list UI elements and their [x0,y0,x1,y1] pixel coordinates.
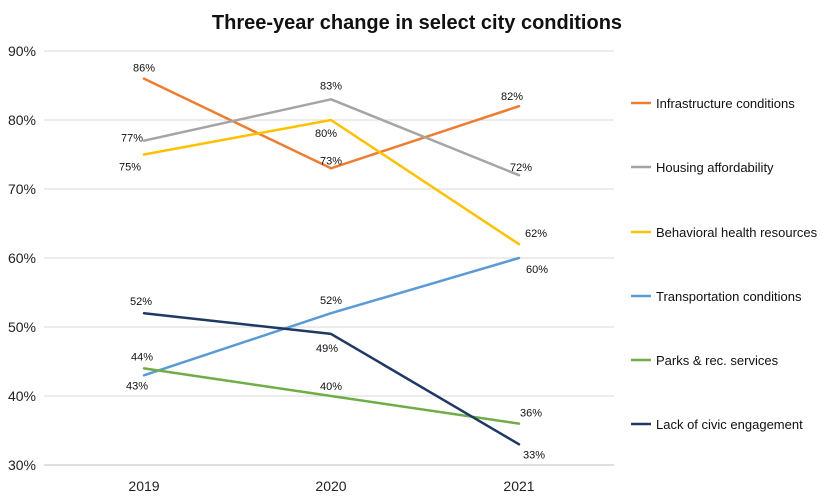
data-label: 75% [119,162,141,174]
legend-entry: Parks & rec. services [656,353,779,368]
gridlines [44,50,614,466]
y-tick-label: 40% [8,388,36,404]
data-label: 82% [501,91,523,103]
legend-entry: Behavioral health resources [656,225,818,240]
y-tick-label: 90% [8,43,36,59]
series-line [142,256,521,377]
data-label: 36% [520,408,542,420]
y-tick-label: 70% [8,181,36,197]
data-label: 73% [320,155,342,167]
chart-title: Three-year change in select city conditi… [212,12,622,34]
data-label: 43% [126,380,148,392]
data-label: 86% [133,63,155,75]
data-label: 44% [131,351,153,363]
x-tick-label: 2020 [315,478,346,494]
data-label: 60% [526,264,548,276]
legend: Infrastructure conditions Housing afforda… [631,96,818,432]
axes: 30% 40% 50% 60% 70% 80% 90% 2019 2020 2021 [8,43,535,494]
series-line [142,77,521,170]
series-line [142,118,521,246]
series-line [142,367,521,425]
data-label: 77% [121,133,143,145]
legend-entry: Housing affordability [656,160,774,175]
x-tick-label: 2021 [503,478,534,494]
data-label: 72% [510,162,532,174]
data-label: 80% [315,128,337,140]
y-tick-label: 80% [8,112,36,128]
legend-entry: Lack of civic engagement [656,417,803,432]
data-labels: 86% 73% 82% 77% 83% 72% 75% 80% 62% 43% 52% 60% 44% 4… [119,63,548,462]
series-line [142,98,521,177]
data-label: 52% [130,296,152,308]
x-tick-label: 2019 [128,478,159,494]
data-label: 33% [523,449,545,461]
data-label: 52% [320,295,342,307]
y-tick-label: 60% [8,250,36,266]
legend-entry: Infrastructure conditions [656,96,795,111]
y-tick-label: 50% [8,319,36,335]
series-line [142,311,521,446]
series-lines [142,77,521,446]
data-label: 40% [320,381,342,393]
legend-entry: Transportation conditions [656,289,802,304]
data-label: 62% [525,228,547,240]
data-label: 49% [316,343,338,355]
data-label: 83% [320,80,342,92]
y-tick-label: 30% [8,457,36,473]
